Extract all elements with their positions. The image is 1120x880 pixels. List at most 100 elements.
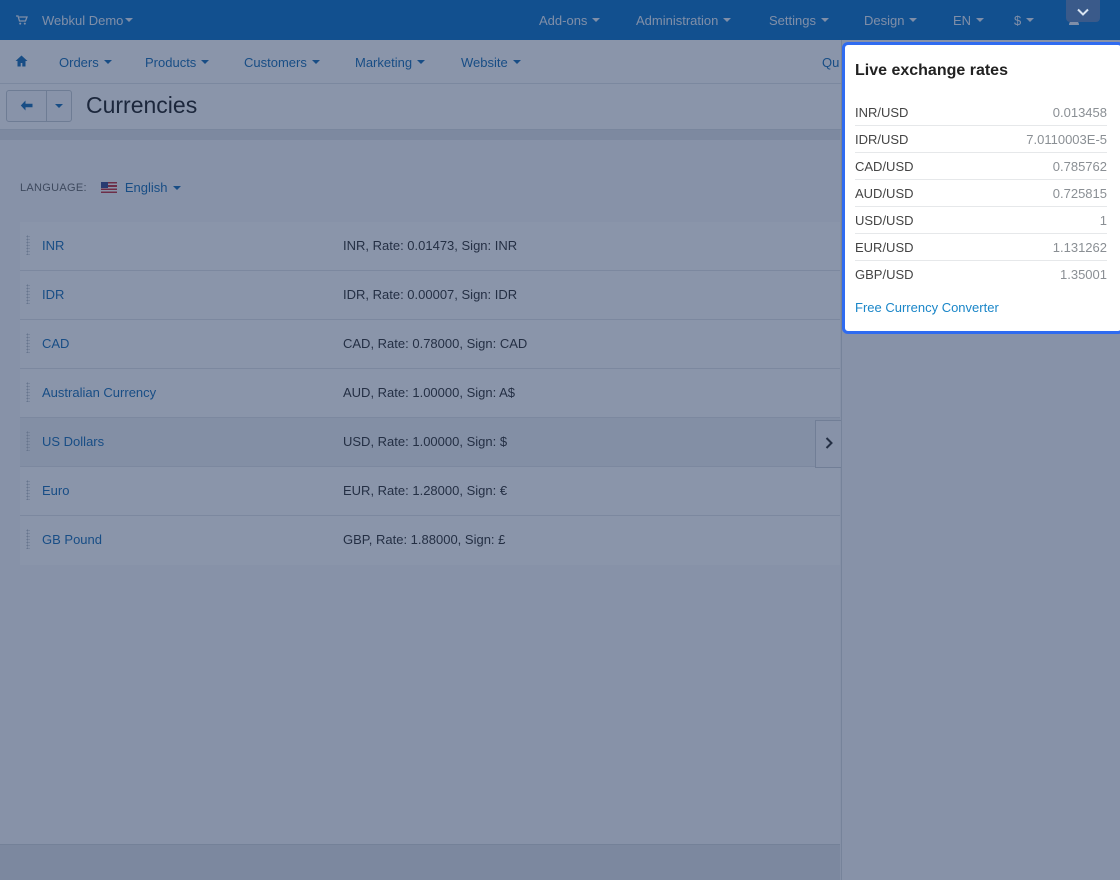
drag-handle-icon[interactable] [26,284,30,304]
bottom-bar [0,844,840,880]
menu-label: EN [953,12,972,28]
chevron-down-icon [592,18,601,22]
chevron-down-icon [201,60,210,64]
menu-label: Administration [636,12,719,28]
menu-label: $ [1014,12,1022,28]
nav-label: Marketing [355,54,413,70]
brand-label: Webkul Demo [42,12,124,28]
cart-icon [16,15,28,25]
currency-row: Euro EUR, Rate: 1.28000, Sign: € [20,467,840,516]
rate-pair: IDR/USD [855,131,909,147]
rate-value: 1 [1099,212,1107,228]
home-link[interactable] [15,40,28,84]
language-dropdown[interactable]: English [125,180,181,195]
currency-name-link[interactable]: INR [42,238,65,253]
drag-handle-icon[interactable] [26,235,30,255]
main-content: LANGUAGE: English INR INR, Rate: 0.01473… [0,130,840,844]
us-flag-icon [100,182,117,193]
menu-currency[interactable]: $ [1014,0,1035,40]
nav-label: Orders [59,54,99,70]
menu-design[interactable]: Design [864,0,918,40]
language-value: English [124,180,168,195]
rate-value: 1.131262 [1052,239,1107,255]
nav-orders[interactable]: Orders [59,40,112,84]
drag-handle-icon[interactable] [26,529,30,549]
currency-row: US Dollars USD, Rate: 1.00000, Sign: $ [20,418,840,467]
menu-settings[interactable]: Settings [769,0,829,40]
rate-row: USD/USD 1 [855,207,1107,234]
chevron-down-icon [125,18,134,22]
currency-name-link[interactable]: GB Pound [42,532,102,547]
nav-label: Customers [244,54,307,70]
rate-pair: EUR/USD [855,239,914,255]
chevron-down-icon [55,104,63,108]
menu-language[interactable]: EN [953,0,985,40]
rate-row: GBP/USD 1.35001 [855,261,1107,288]
arrow-left-icon [20,99,33,114]
rate-value: 7.0110003E-5 [1026,131,1107,147]
language-selector: LANGUAGE: English [20,180,181,195]
currency-details: GBP, Rate: 1.88000, Sign: £ [343,532,506,547]
drag-handle-icon[interactable] [26,480,30,500]
rate-pair: AUD/USD [855,185,914,201]
rate-value: 0.013458 [1052,104,1107,120]
nav-website[interactable]: Website [461,40,521,84]
currency-row: IDR IDR, Rate: 0.00007, Sign: IDR [20,271,840,320]
rate-row: AUD/USD 0.725815 [855,180,1107,207]
currency-list: INR INR, Rate: 0.01473, Sign: INR IDR ID… [20,222,840,565]
menu-administration[interactable]: Administration [636,0,732,40]
rate-row: EUR/USD 1.131262 [855,234,1107,261]
back-button[interactable] [7,91,47,121]
rate-value: 0.785762 [1052,158,1107,174]
currency-name-link[interactable]: CAD [42,336,70,351]
collapse-button[interactable] [1066,0,1100,22]
chevron-down-icon [1077,4,1089,19]
rate-row: INR/USD 0.013458 [855,99,1107,126]
chevron-down-icon [1026,18,1035,22]
currency-name-link[interactable]: Euro [42,483,70,498]
currency-name-link[interactable]: US Dollars [42,434,105,449]
nav-products[interactable]: Products [145,40,210,84]
currency-name-link[interactable]: Australian Currency [42,385,157,400]
chevron-down-icon [723,18,732,22]
currency-details: EUR, Rate: 1.28000, Sign: € [343,483,508,498]
rate-row: CAD/USD 0.785762 [855,153,1107,180]
currency-details: USD, Rate: 1.00000, Sign: $ [343,434,508,449]
content-divider [0,130,840,140]
back-dropdown-toggle[interactable] [47,91,71,121]
currency-converter-link[interactable]: Free Currency Converter [855,300,999,315]
live-rates-panel: Live exchange rates INR/USD 0.013458 IDR/… [842,42,1120,334]
chevron-down-icon [820,18,829,22]
nav-marketing[interactable]: Marketing [355,40,426,84]
currency-row: GB Pound GBP, Rate: 1.88000, Sign: £ [20,516,840,565]
nav-label: Website [461,54,508,70]
brand-menu[interactable]: Webkul Demo [16,12,134,28]
drag-handle-icon[interactable] [26,333,30,353]
chevron-down-icon [909,18,918,22]
nav-label: Qu [822,54,840,70]
currency-details: INR, Rate: 0.01473, Sign: INR [343,238,518,253]
nav-customers[interactable]: Customers [244,40,320,84]
drag-handle-icon[interactable] [26,382,30,402]
currency-details: IDR, Rate: 0.00007, Sign: IDR [343,287,518,302]
rates-list: INR/USD 0.013458 IDR/USD 7.0110003E-5 CAD/… [855,99,1107,288]
menu-addons[interactable]: Add-ons [539,0,601,40]
currency-name-link[interactable]: IDR [42,287,65,302]
currency-details: CAD, Rate: 0.78000, Sign: CAD [343,336,528,351]
rate-value: 0.725815 [1052,185,1107,201]
rate-pair: INR/USD [855,104,909,120]
chevron-down-icon [103,60,112,64]
currency-row: Australian Currency AUD, Rate: 1.00000, … [20,369,840,418]
drag-handle-icon[interactable] [26,431,30,451]
rate-value: 1.35001 [1060,267,1107,282]
panel-title: Live exchange rates [855,62,1008,79]
rate-pair: GBP/USD [855,267,914,282]
chevron-right-icon [825,436,833,452]
chevron-down-icon [172,185,181,190]
page-title: Currencies [86,92,198,118]
menu-label: Design [864,12,905,28]
sidebar-toggle-button[interactable] [815,420,841,468]
top-bar: Webkul Demo Add-ons Administration Setti… [0,0,1120,40]
nav-quick[interactable]: Qu [822,40,839,84]
menu-label: Add-ons [539,12,588,28]
